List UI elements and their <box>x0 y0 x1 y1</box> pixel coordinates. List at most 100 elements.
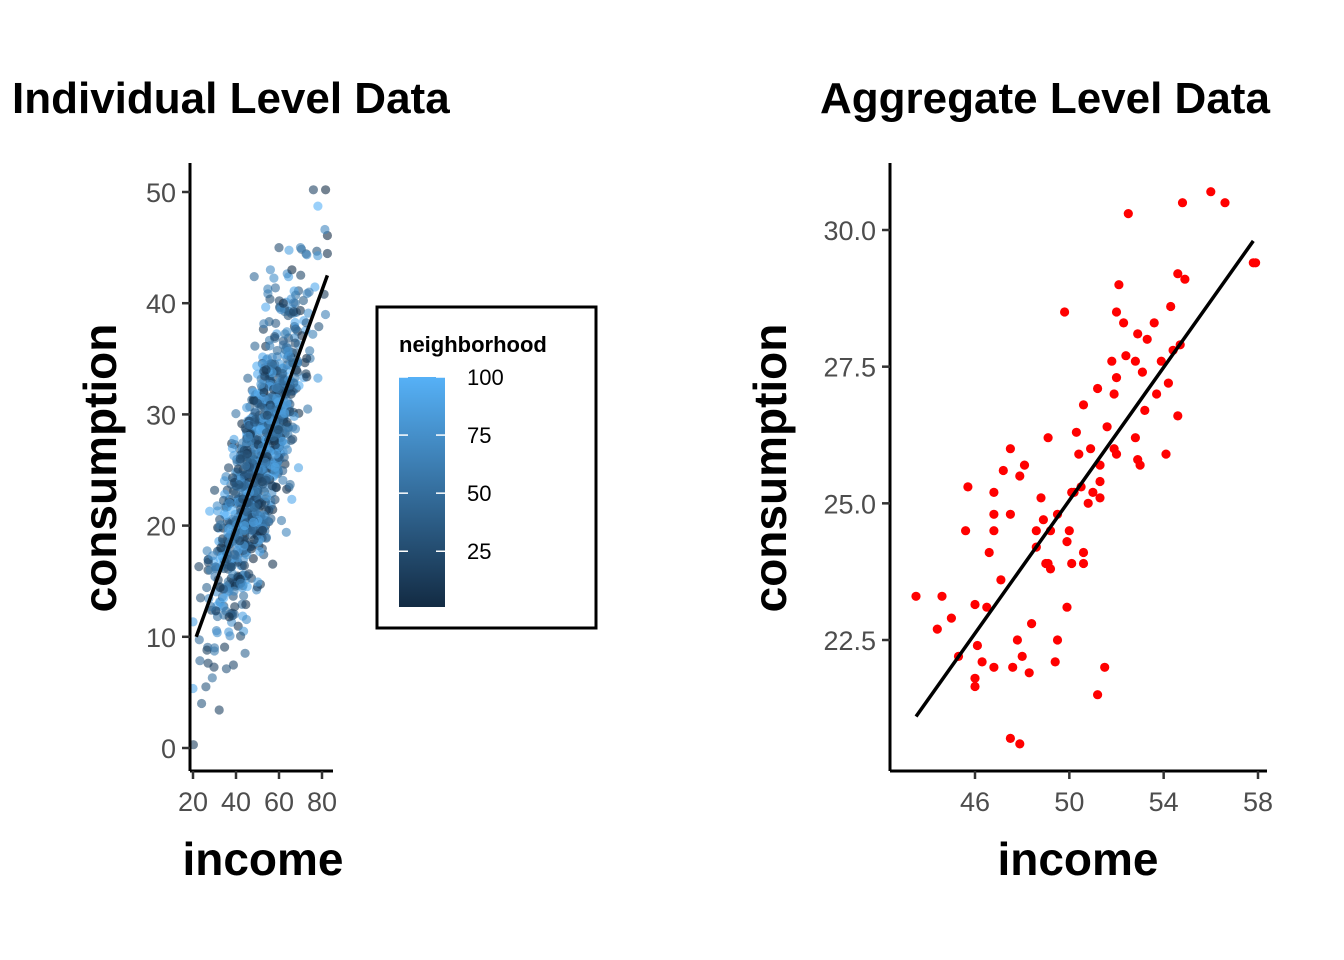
data-point <box>970 673 980 683</box>
data-point <box>1111 307 1122 317</box>
data-point <box>1177 198 1188 208</box>
data-point <box>249 502 260 512</box>
data-point <box>221 664 231 674</box>
data-point <box>197 698 207 709</box>
data-point <box>937 591 947 601</box>
data-point <box>282 445 292 455</box>
data-point <box>1093 690 1103 700</box>
x-tick-label: 58 <box>1243 787 1273 817</box>
data-point <box>1062 602 1072 612</box>
data-point <box>241 599 251 610</box>
data-point <box>1071 427 1081 437</box>
data-point <box>320 224 330 235</box>
data-point <box>260 457 270 467</box>
data-point <box>287 265 297 275</box>
data-point <box>256 379 266 389</box>
data-point <box>236 631 246 641</box>
data-point <box>1173 411 1183 421</box>
data-point <box>1123 209 1133 219</box>
y-tick-label: 0 <box>161 734 176 764</box>
data-point <box>265 403 276 413</box>
data-point <box>1015 739 1025 749</box>
data-point <box>1062 537 1072 547</box>
data-point <box>1005 509 1016 519</box>
data-point <box>1107 356 1117 366</box>
data-point <box>1086 444 1096 454</box>
data-point <box>225 631 235 641</box>
regression-line <box>194 274 330 638</box>
data-point <box>1140 405 1150 415</box>
data-point <box>278 336 288 346</box>
data-point <box>932 624 942 634</box>
data-point <box>272 345 282 356</box>
data-point <box>1050 657 1060 667</box>
data-point <box>295 305 305 316</box>
data-point <box>233 464 243 474</box>
data-point <box>982 602 992 612</box>
y-tick-label: 10 <box>146 623 176 653</box>
data-point <box>1109 389 1119 399</box>
data-point <box>235 454 245 464</box>
panel-title: Individual Level Data <box>12 74 450 123</box>
data-point <box>261 302 271 312</box>
x-axis-title: income <box>997 833 1158 885</box>
data-point <box>240 648 250 658</box>
axes: 22.5 25.0 27.5 30.0 46 50 54 58 <box>823 163 1273 817</box>
data-point <box>303 308 313 318</box>
data-point <box>295 243 306 253</box>
y-tick-label: 22.5 <box>823 626 876 656</box>
data-point <box>215 520 226 530</box>
data-point <box>314 322 324 332</box>
data-point <box>276 515 287 526</box>
data-point <box>202 582 212 593</box>
data-point <box>239 560 249 571</box>
colorbar <box>399 377 445 607</box>
data-point <box>1078 547 1089 558</box>
data-point <box>1052 635 1063 645</box>
data-point <box>271 482 281 492</box>
data-point <box>1114 280 1124 290</box>
y-tick-label: 20 <box>146 512 176 542</box>
data-point <box>302 372 312 382</box>
data-point <box>293 463 304 473</box>
data-point <box>1095 476 1105 487</box>
scatter-points <box>911 187 1261 749</box>
data-point <box>244 420 254 431</box>
data-point <box>321 185 331 195</box>
data-point <box>1102 422 1112 432</box>
data-point <box>1206 187 1216 197</box>
data-point <box>1166 301 1176 312</box>
data-point <box>216 543 226 553</box>
data-point <box>308 329 318 339</box>
data-point <box>273 383 283 394</box>
data-point <box>205 506 215 516</box>
data-point <box>977 657 987 667</box>
data-point <box>214 705 224 715</box>
colorbar-label: 25 <box>467 539 491 564</box>
data-point <box>278 298 288 308</box>
data-point <box>1043 433 1053 443</box>
colorbar-label: 100 <box>467 365 504 390</box>
data-point <box>322 248 332 259</box>
data-point <box>1111 449 1122 459</box>
data-point <box>291 290 301 300</box>
data-point <box>308 185 318 195</box>
data-point <box>207 673 217 683</box>
data-point <box>320 309 331 320</box>
y-tick-label: 50 <box>146 178 176 208</box>
data-point <box>1067 558 1077 569</box>
data-point <box>234 480 244 490</box>
data-point <box>261 475 271 485</box>
data-point <box>970 681 980 692</box>
data-point <box>1031 526 1041 536</box>
data-point <box>238 438 248 448</box>
data-point <box>989 526 999 536</box>
data-point <box>210 485 220 495</box>
data-point <box>1005 444 1016 454</box>
data-point <box>1156 356 1166 366</box>
data-point <box>1078 558 1089 569</box>
data-point <box>972 640 983 651</box>
data-point <box>230 602 240 612</box>
data-point <box>226 562 236 572</box>
data-point <box>1220 198 1230 208</box>
